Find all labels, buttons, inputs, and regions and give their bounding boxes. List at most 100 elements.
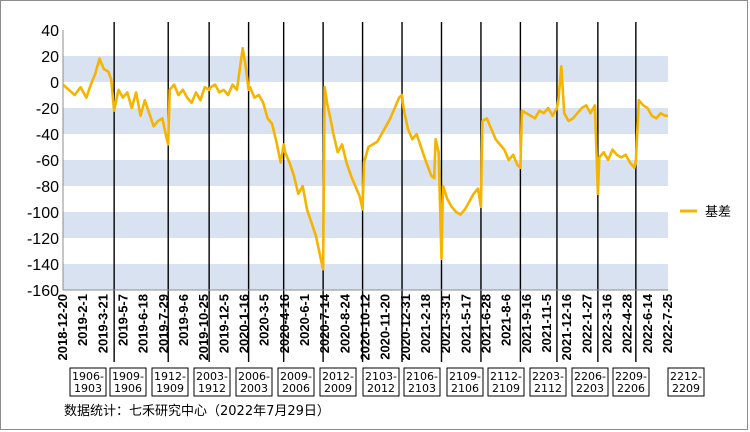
x-tick-label: 2018-12-20 [55, 294, 70, 361]
x-axis: 2018-12-20 2019-2-1 2019-3-21 2019-5-7 2019-… [55, 289, 675, 361]
y-tick-label: -80 [36, 179, 59, 196]
x-tick-label: 2020-7-14 [317, 293, 332, 353]
y-tick-label: -20 [36, 101, 59, 118]
source-note: 数据统计：七禾研究中心（2022年7月29日） [64, 404, 330, 419]
contract-box-label: 2209 [672, 382, 700, 395]
contract-box: 2009-2006 [277, 367, 315, 397]
x-tick-label: 2021-8-6 [499, 294, 514, 346]
x-tick-label: 2020-8-24 [337, 293, 352, 353]
x-tick-label: 2019-2-1 [75, 294, 90, 346]
series-basis [62, 46, 668, 271]
contract-box-label: 2212- [670, 370, 702, 383]
y-tick-label: 40 [41, 23, 59, 40]
x-tick-label: 2020-10-12 [358, 294, 373, 361]
contract-box-label: 2006 [282, 382, 310, 395]
contract-box-frame [235, 367, 273, 397]
x-tick-label: 2019-12-5 [216, 294, 231, 353]
series-line-basis [62, 46, 668, 271]
x-tick-label: 2022-3-16 [600, 294, 615, 353]
contract-box: 1906-1903 [69, 367, 107, 397]
contract-box-label: 1912- [154, 370, 186, 383]
grid-bands [63, 56, 668, 290]
x-tick-label: 2019-5-7 [116, 294, 131, 346]
contract-box-label: 1906 [114, 382, 142, 395]
x-tick-label: 2019-7-29 [156, 294, 171, 353]
contract-box-label: 1903 [74, 382, 102, 395]
contract-box-label: 2006- [238, 370, 270, 383]
contract-box-label: 2103 [408, 382, 436, 395]
contract-box: 2209-2206 [612, 367, 650, 397]
contract-box: 2203-2112 [529, 367, 567, 397]
contract-box-label: 2009- [280, 370, 312, 383]
contract-box-label: 1909- [112, 370, 144, 383]
contract-boxes: 1906-19031909-19061912-19092003-19122006… [69, 367, 705, 397]
x-tick-label: 2019-9-6 [176, 294, 191, 346]
y-tick-label: -60 [36, 153, 59, 170]
contract-box-label: 2206 [617, 382, 645, 395]
contract-box-label: 2003- [196, 370, 228, 383]
contract-box: 2106-2103 [403, 367, 441, 397]
legend: 基差 [680, 205, 731, 220]
contract-box-label: 2112- [490, 370, 522, 383]
contract-box: 2206-2203 [571, 367, 609, 397]
x-tick-label: 2021-9-16 [519, 294, 534, 353]
contract-box-label: 2203- [532, 370, 564, 383]
x-tick-label: 2021-12-16 [559, 294, 574, 361]
x-tick-label: 2019-10-25 [196, 294, 211, 361]
contract-box: 1909-1906 [109, 367, 147, 397]
x-tick-label: 2022-7-25 [660, 294, 675, 353]
x-tick-label: 2020-4-16 [277, 294, 292, 353]
contract-box-frame [193, 367, 231, 397]
grid-band [63, 160, 668, 186]
x-tick-label: 2022-6-14 [640, 293, 655, 353]
contract-box-label: 2003 [240, 382, 268, 395]
contract-box: 2006-2003 [235, 367, 273, 397]
contract-box-frame [487, 367, 525, 397]
contract-box-frame [571, 367, 609, 397]
x-tick-label: 2021-2-18 [418, 294, 433, 353]
contract-box-label: 2203 [576, 382, 604, 395]
contract-box: 2012-2009 [319, 367, 357, 397]
contract-box-label: 2106 [451, 382, 479, 395]
contract-box-frame [109, 367, 147, 397]
contract-box-label: 1909 [156, 382, 184, 395]
contract-box-frame [612, 367, 650, 397]
contract-box: 2103-2012 [362, 367, 400, 397]
x-tick-label: 2022-4-28 [620, 294, 635, 353]
contract-box-label: 2009 [324, 382, 352, 395]
x-tick-label: 2020-12-31 [398, 294, 413, 361]
contract-box-frame [667, 367, 705, 397]
contract-box-label: 2209- [615, 370, 647, 383]
y-tick-label: 20 [41, 49, 59, 66]
x-tick-label: 2022-1-27 [579, 294, 594, 353]
y-tick-label: -140 [27, 257, 59, 274]
y-tick-label: -40 [36, 127, 59, 144]
x-tick-label: 2019-6-18 [136, 294, 151, 353]
contract-box-label: 2109- [449, 370, 481, 383]
contract-box-label: 2012- [322, 370, 354, 383]
contract-box: 2112-2109 [487, 367, 525, 397]
x-tick-label: 2020-1-16 [237, 294, 252, 353]
y-axis: 40 20 0 -20 -40 -60 -80 -100 -120 -140 -160 [27, 23, 64, 300]
contract-box-frame [277, 367, 315, 397]
x-tick-label: 2021-6-28 [479, 294, 494, 353]
y-tick-label: 0 [50, 75, 59, 92]
contract-box-frame [362, 367, 400, 397]
grid-band [63, 212, 668, 238]
contract-box-frame [319, 367, 357, 397]
legend-label: 基差 [705, 205, 731, 220]
x-tick-label: 2021-11-5 [539, 294, 554, 353]
contract-box: 2212-2209 [667, 367, 705, 397]
contract-box: 2109-2106 [446, 367, 484, 397]
x-tick-label: 2019-3-21 [95, 294, 110, 353]
x-tick-label: 2020-3-5 [257, 294, 272, 346]
x-tick-label: 2020-6-1 [297, 294, 312, 346]
y-tick-label: -120 [27, 231, 59, 248]
grid-band [63, 56, 668, 82]
x-tick-label: 2021-5-17 [458, 294, 473, 353]
contract-box-label: 1906- [72, 370, 104, 383]
y-tick-label: -100 [27, 205, 59, 222]
contract-box-label: 1912 [198, 382, 226, 395]
x-tick-label: 2021-3-31 [438, 294, 453, 353]
